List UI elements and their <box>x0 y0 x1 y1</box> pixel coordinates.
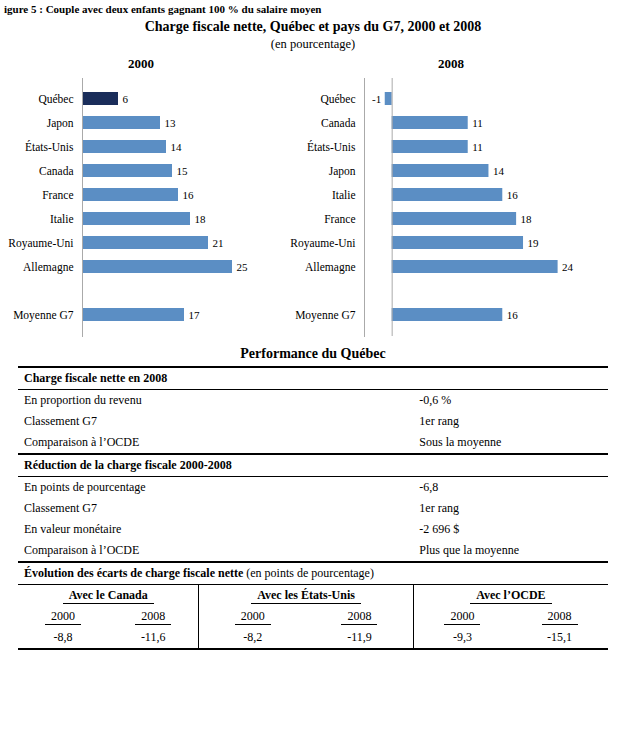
svg-text:13: 13 <box>165 117 177 129</box>
html-text:Avec les États-Unis: Avec les États-Unis <box>257 588 355 602</box>
svg-text:14: 14 <box>493 165 505 177</box>
svg-text:Moyenne G7: Moyenne G7 <box>295 309 356 322</box>
svg-text:Japon: Japon <box>47 117 74 130</box>
html-text:1er rang: 1er rang <box>419 414 459 428</box>
html-text:-8,8: -8,8 <box>53 630 73 644</box>
html-text:-15,1: -15,1 <box>547 630 573 644</box>
svg-text:16: 16 <box>507 309 519 321</box>
html-text:2008: 2008 <box>141 609 166 623</box>
svg-text:Canada: Canada <box>321 117 355 129</box>
html-text:-8,2: -8,2 <box>243 630 263 644</box>
html-text:Comparaison à l’OCDE: Comparaison à l’OCDE <box>24 543 140 557</box>
svg-text:Italie: Italie <box>50 213 74 225</box>
html-text:En valeur monétaire: En valeur monétaire <box>24 522 122 536</box>
svg-text:Moyenne G7: Moyenne G7 <box>13 309 74 322</box>
svg-text:15: 15 <box>177 165 189 177</box>
html-text:2000: 2000 <box>450 609 475 623</box>
svg-text:France: France <box>324 213 355 225</box>
html-text:-2 696 $: -2 696 $ <box>419 522 460 536</box>
html-text:En proportion du revenu: En proportion du revenu <box>24 393 142 407</box>
svg-text:25: 25 <box>237 261 249 273</box>
html-text:1er rang: 1er rang <box>419 501 459 515</box>
html-text:-11,6: -11,6 <box>140 630 166 644</box>
html-text:Charge fiscale nette, Québec e: Charge fiscale nette, Québec et pays du … <box>144 19 482 34</box>
html-text:Performance du Québec: Performance du Québec <box>240 346 386 361</box>
html-text:2008: 2008 <box>547 609 572 623</box>
svg-text:Québec: Québec <box>38 93 73 105</box>
svg-text:19: 19 <box>528 237 540 249</box>
svg-text:États-Unis: États-Unis <box>25 140 74 153</box>
svg-text:États-Unis: États-Unis <box>307 140 356 153</box>
svg-text:Canada: Canada <box>39 165 73 177</box>
svg-text:24: 24 <box>562 261 574 273</box>
html-text:2008: 2008 <box>347 609 372 623</box>
html-text:Réduction de la charge fiscale: Réduction de la charge fiscale 2000-2008 <box>24 458 232 472</box>
html-text:2000: 2000 <box>128 56 154 71</box>
svg-text:Allemagne: Allemagne <box>23 261 73 274</box>
svg-text:Allemagne: Allemagne <box>305 261 355 274</box>
html-text:igure 5 : Couple avec deux enf: igure 5 : Couple avec deux enfants gagna… <box>4 3 322 15</box>
html-text:Avec l’OCDE: Avec l’OCDE <box>476 588 546 602</box>
html-text:-6,8: -6,8 <box>419 480 439 494</box>
svg-text:Québec: Québec <box>320 93 355 105</box>
html-text:Classement G7: Classement G7 <box>24 501 97 515</box>
svg-text:16: 16 <box>183 189 195 201</box>
svg-text:-1: -1 <box>372 93 381 105</box>
html-text:2000: 2000 <box>240 609 265 623</box>
svg-text:11: 11 <box>472 117 483 129</box>
svg-text:11: 11 <box>472 141 483 153</box>
svg-text:Royaume-Uni: Royaume-Uni <box>8 237 73 250</box>
html-text:Avec le Canada: Avec le Canada <box>68 588 148 602</box>
svg-text:France: France <box>42 189 73 201</box>
svg-text:Italie: Italie <box>332 189 356 201</box>
html-text:Sous la moyenne: Sous la moyenne <box>419 435 502 449</box>
html-text:2008: 2008 <box>438 56 464 71</box>
html-text:(en pourcentage): (en pourcentage) <box>270 37 356 51</box>
svg-text:Japon: Japon <box>329 165 356 178</box>
html-text:2000: 2000 <box>51 609 75 623</box>
html-text:-9,3: -9,3 <box>453 630 472 644</box>
html-text:-11,9: -11,9 <box>347 630 372 644</box>
html-text:Plus que la moyenne: Plus que la moyenne <box>419 543 519 557</box>
html-text:-0,6 %: -0,6 % <box>419 393 452 407</box>
svg-text:Royaume-Uni: Royaume-Uni <box>290 237 355 250</box>
svg-text:17: 17 <box>189 309 201 321</box>
html-text:Évolution des écarts de charge: Évolution des écarts de charge fiscale n… <box>24 566 374 580</box>
html-text:Charge fiscale nette en 2008: Charge fiscale nette en 2008 <box>24 371 168 385</box>
svg-text:6: 6 <box>123 93 129 105</box>
html-text:En points de pourcentage: En points de pourcentage <box>24 480 146 494</box>
svg-text:18: 18 <box>521 213 533 225</box>
html-text:Comparaison à l’OCDE: Comparaison à l’OCDE <box>24 435 140 449</box>
svg-text:21: 21 <box>213 237 224 249</box>
html-text:Classement G7: Classement G7 <box>24 414 97 428</box>
svg-text:18: 18 <box>195 213 207 225</box>
svg-text:14: 14 <box>171 141 183 153</box>
svg-text:16: 16 <box>507 189 519 201</box>
